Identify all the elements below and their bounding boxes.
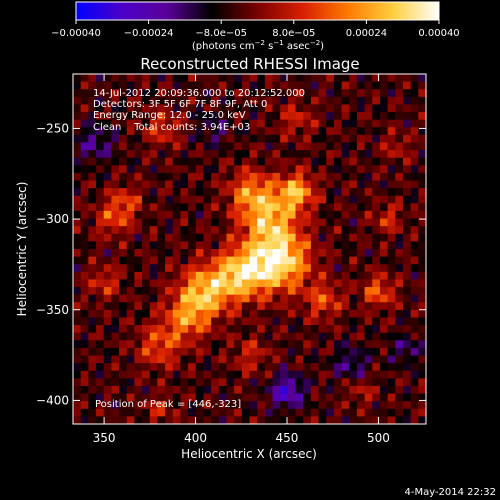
- y-tick-label: −300: [36, 212, 69, 226]
- x-tick-label: 450: [276, 431, 299, 445]
- heatmap-image: [73, 74, 427, 425]
- y-tick-label: −350: [36, 303, 69, 317]
- y-tick-label: −250: [36, 121, 69, 135]
- colorbar-tick-label: −0.00040: [51, 28, 101, 39]
- x-axis-label: Heliocentric X (arcsec): [181, 447, 317, 461]
- colorbar-tick-label: −8.0e−05: [195, 28, 247, 39]
- y-axis-label: Heliocentric Y (arcsec): [15, 182, 29, 317]
- colorbar-tick-label: −0.00024: [124, 28, 174, 39]
- peak-position-label: Position of Peak = [446,-323]: [95, 399, 241, 410]
- colorbar-tick-label: 8.0e−05: [272, 28, 315, 39]
- y-tick-label: −400: [36, 393, 69, 407]
- colorbar: −0.00040 −0.00024 −8.0e−05 8.0e−05 0.00024 0.…: [51, 1, 460, 52]
- plot-frame: [72, 73, 427, 425]
- annotation-time-range: 14-Jul-2012 20:09:36.000 to 20:12:52.000: [93, 88, 305, 99]
- x-tick-label: 350: [93, 431, 116, 445]
- annotation-energy-range: Energy Range: 12.0 - 25.0 keV: [93, 110, 246, 121]
- colorbar-ticks: −0.00040 −0.00024 −8.0e−05 8.0e−05 0.00024 0.…: [51, 20, 460, 39]
- x-axis: 350 400 450 500: [93, 74, 390, 445]
- colorbar-tick-label: 0.00024: [346, 28, 387, 39]
- x-tick-label: 500: [367, 431, 390, 445]
- annotation-block: 14-Jul-2012 20:09:36.000 to 20:12:52.000…: [93, 88, 305, 133]
- annotation-detectors: Detectors: 3F 5F 6F 7F 8F 9F, Att 0: [93, 99, 267, 110]
- annotation-clean-counts: Clean Total counts: 3.94E+03: [93, 122, 250, 133]
- y-axis: −250 −300 −350 −400: [36, 121, 426, 407]
- chart-title: Reconstructed RHESSI Image: [140, 55, 359, 73]
- colorbar-unit-label: (photons cm−2 s−1 asec−2): [192, 39, 324, 52]
- colorbar-tick-label: 0.00040: [418, 28, 459, 39]
- colorbar-gradient: [75, 1, 440, 21]
- x-tick-label: 400: [184, 431, 207, 445]
- footer-date: 4-May-2014 22:32: [404, 487, 496, 498]
